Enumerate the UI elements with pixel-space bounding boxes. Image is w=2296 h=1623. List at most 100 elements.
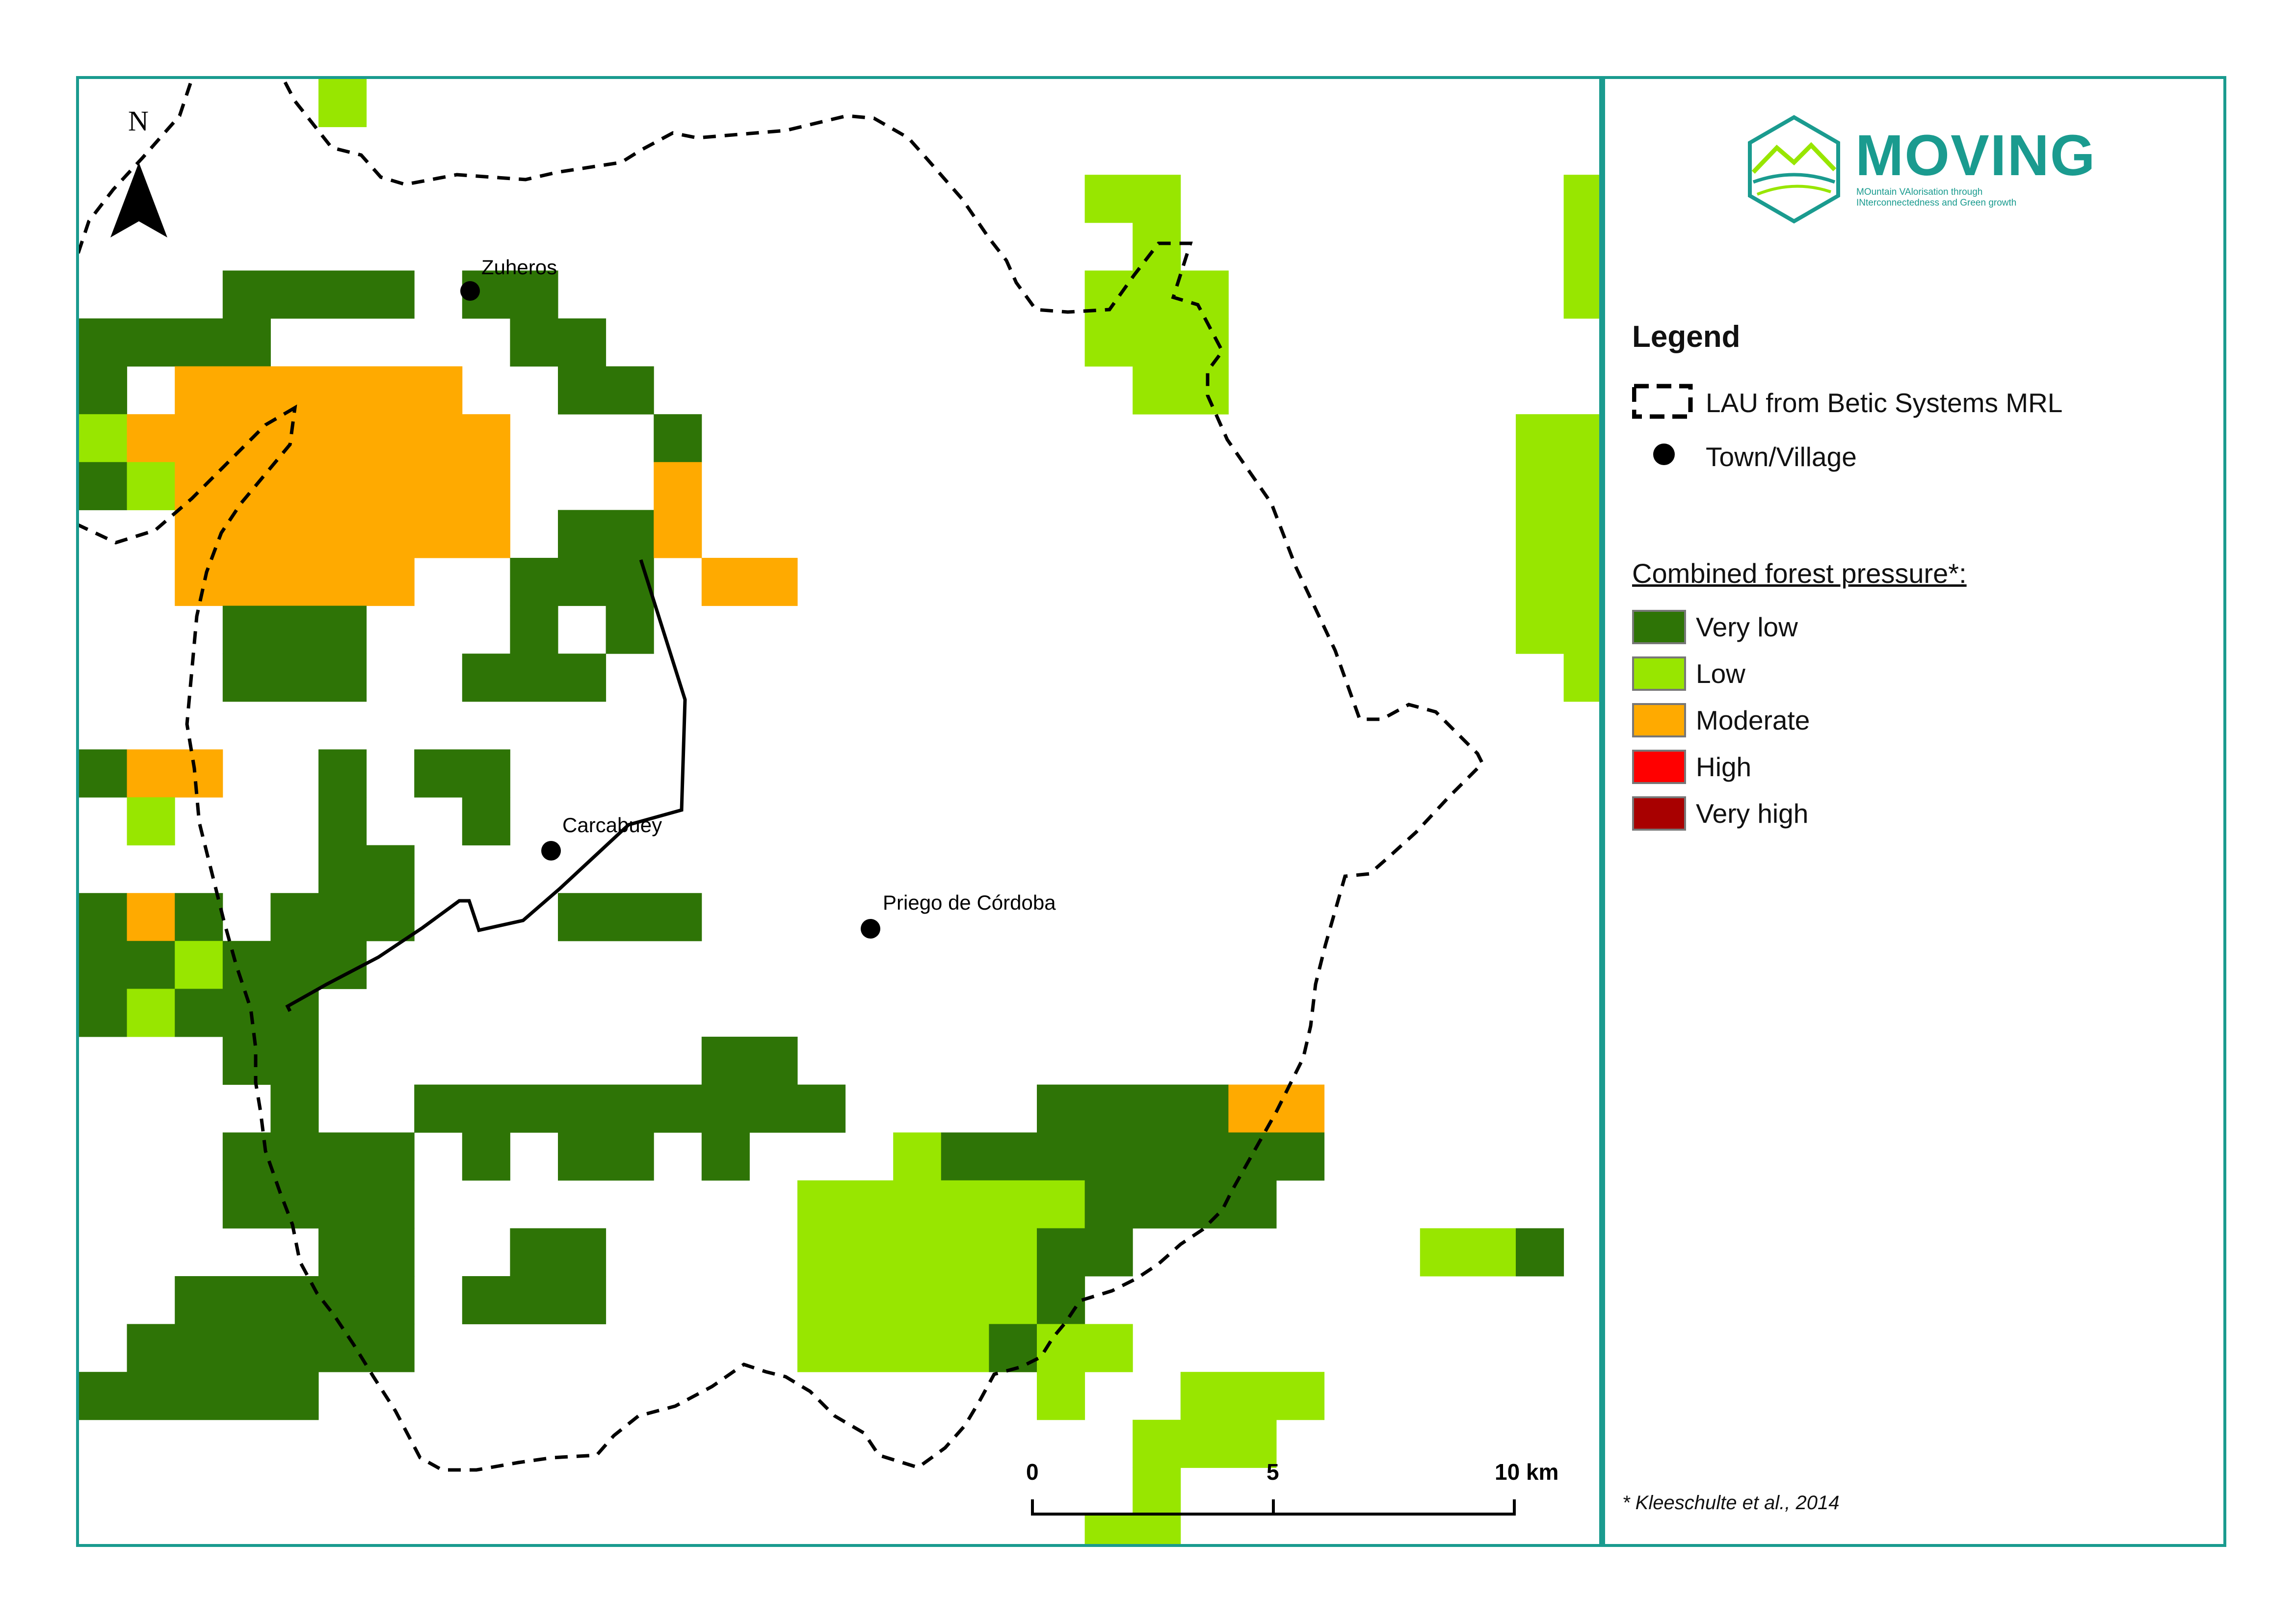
pressure-cell	[414, 749, 510, 798]
pressure-cell	[558, 510, 654, 558]
legend-boundary-label: LAU from Betic Systems MRL	[1706, 388, 2063, 418]
legend-label-very-low: Very low	[1696, 612, 1798, 642]
pressure-cell	[654, 462, 702, 510]
pressure-cell	[701, 1037, 798, 1085]
pressure-cell	[222, 941, 367, 989]
citation: * Kleeschulte et al., 2014	[1622, 1492, 1840, 1514]
pressure-cell	[1037, 1228, 1133, 1277]
legend-panel: MOVING MOuntain VAlorisation through INt…	[1602, 76, 2226, 1547]
pressure-cell	[1180, 1372, 1325, 1420]
forest-pressure-map	[79, 79, 1599, 1544]
town-label-zuheros: Zuheros	[481, 256, 557, 279]
pressure-cell	[510, 558, 654, 606]
pressure-cell	[654, 510, 702, 558]
pressure-cell	[1133, 366, 1229, 415]
pressure-cell	[1563, 270, 1599, 319]
pressure-cell	[1037, 1372, 1085, 1420]
pressure-cell	[1563, 175, 1599, 223]
pressure-cell	[1516, 510, 1599, 558]
legend-swatch-very-high	[1632, 796, 1686, 831]
pressure-cell	[989, 1324, 1037, 1372]
pressure-cell	[318, 749, 367, 798]
municipal-boundary	[285, 559, 687, 1012]
town-label-priego: Priego de Córdoba	[883, 891, 1056, 914]
scale-label-5: 5	[1267, 1459, 1279, 1485]
logo-hexagon-icon	[1748, 115, 1840, 224]
pressure-cell	[175, 558, 319, 606]
pressure-cell	[510, 318, 607, 367]
pressure-cell	[318, 845, 415, 893]
logo-subtitle-line2: INterconnectedness and Green growth	[1856, 198, 2017, 208]
pressure-cell	[510, 1228, 607, 1277]
pressure-cell	[1516, 1228, 1564, 1277]
legend-label-very-high: Very high	[1696, 798, 1809, 829]
pressure-cell	[222, 366, 463, 415]
pressure-cell	[79, 366, 128, 415]
pressure-cell	[175, 510, 510, 558]
pressure-cell	[1037, 1276, 1085, 1325]
north-arrow-icon	[110, 162, 167, 237]
pressure-cell	[127, 893, 175, 942]
pressure-cell	[175, 893, 223, 942]
moving-logo: MOVING MOuntain VAlorisation through INt…	[1742, 113, 2115, 226]
pressure-cell	[558, 1132, 654, 1181]
legend-swatch-moderate	[1632, 703, 1686, 737]
pressure-cell	[222, 318, 271, 367]
pressure-cell	[1084, 1180, 1277, 1229]
pressure-cell	[1516, 605, 1599, 654]
pressure-cell	[175, 462, 510, 510]
pressure-cell	[414, 1084, 846, 1133]
pressure-cell	[1133, 1419, 1277, 1468]
logo-subtitle-line1: MOuntain VAlorisation through	[1856, 187, 1983, 197]
pressure-cell	[79, 893, 128, 942]
pressure-cell	[318, 797, 367, 846]
pressure-cell	[79, 1372, 319, 1420]
legend-swatch-low	[1632, 656, 1686, 691]
pressure-cell	[222, 654, 367, 702]
pressure-cell	[1037, 1324, 1133, 1372]
legend-title: Legend	[1632, 320, 1741, 354]
scale-label-10km: 10 km	[1495, 1459, 1559, 1485]
pressure-cell	[1084, 1516, 1181, 1544]
pressure-cell	[79, 414, 128, 463]
pressure-cell	[222, 270, 415, 319]
pressure-cell	[222, 1132, 415, 1181]
pressure-cell	[1420, 1228, 1516, 1277]
pressure-cell	[1084, 318, 1229, 367]
pressure-cell	[127, 414, 510, 463]
scale-label-0: 0	[1026, 1459, 1039, 1485]
pressure-cell	[510, 605, 558, 654]
pressure-cell	[1133, 222, 1181, 271]
lau-boundary-symbol-icon	[1632, 384, 1693, 419]
pressure-cell	[606, 605, 654, 654]
logo-title: MOVING	[1855, 123, 2096, 188]
pressure-cell	[79, 941, 175, 989]
pressure-cell	[701, 1132, 750, 1181]
legend-label-low: Low	[1696, 658, 1745, 689]
pressure-cell	[127, 797, 175, 846]
pressure-cell	[127, 749, 223, 798]
pressure-cell	[462, 1276, 607, 1325]
pressure-cell	[318, 1228, 415, 1277]
pressure-cell	[175, 366, 223, 415]
pressure-cell	[1516, 414, 1599, 463]
pressure-cell	[175, 1276, 415, 1325]
town-dot-priego	[861, 919, 880, 939]
legend-town-label: Town/Village	[1706, 442, 1857, 472]
map-panel: N Zuheros Carcabuey Priego de Córdoba 0 …	[76, 76, 1602, 1547]
legend-swatch-very-low	[1632, 610, 1686, 644]
town-label-carcabuey: Carcabuey	[562, 813, 662, 837]
legend-label-high: High	[1696, 752, 1752, 782]
pressure-cell	[270, 1084, 319, 1133]
pressure-cell	[1084, 175, 1181, 223]
pressure-cell	[127, 462, 175, 510]
pressure-cell	[79, 462, 128, 510]
pressure-grid	[79, 79, 1599, 1544]
legend-swatch-high	[1632, 750, 1686, 784]
pressure-cell	[701, 558, 798, 606]
pressure-cell	[270, 893, 415, 942]
north-label: N	[128, 105, 149, 137]
pressure-cell	[941, 1132, 1325, 1181]
pressure-cell	[797, 1180, 1085, 1229]
scale-bar	[1031, 1499, 1516, 1516]
